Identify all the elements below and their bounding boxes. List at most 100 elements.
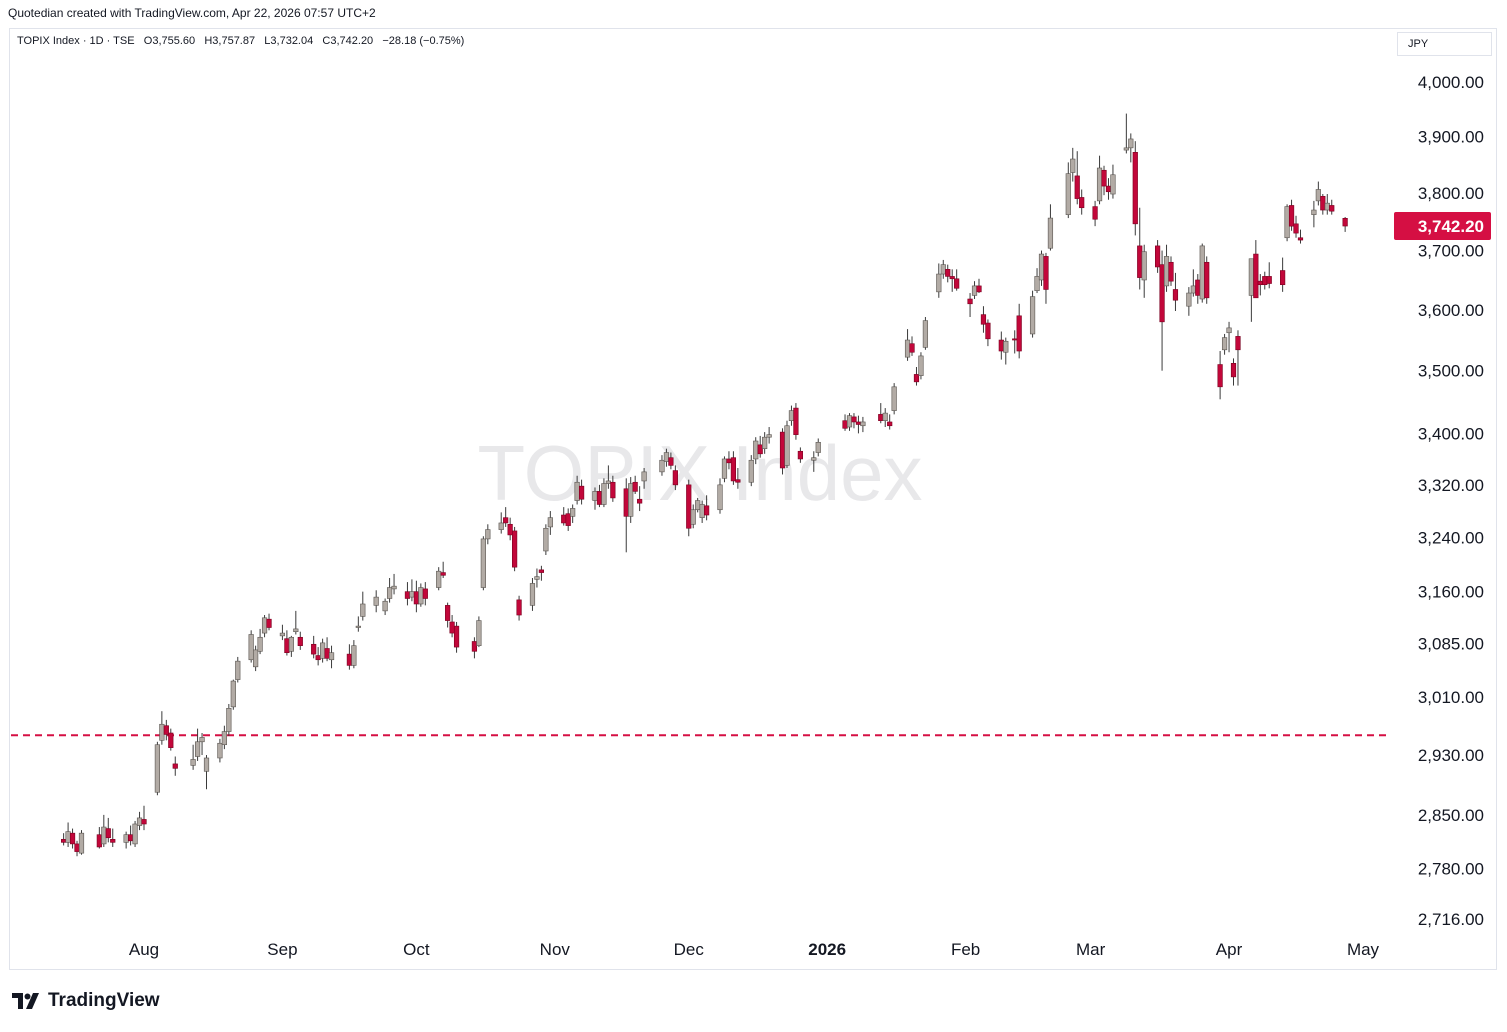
- candle[interactable]: [65, 822, 71, 847]
- candle[interactable]: [1311, 200, 1317, 228]
- candle[interactable]: [159, 711, 165, 745]
- candle[interactable]: [998, 331, 1004, 360]
- candle[interactable]: [1204, 256, 1210, 304]
- candle[interactable]: [136, 811, 143, 831]
- candle[interactable]: [279, 624, 286, 641]
- candle[interactable]: [945, 264, 951, 283]
- candle[interactable]: [132, 820, 138, 847]
- candle[interactable]: [918, 352, 924, 380]
- candle[interactable]: [980, 306, 987, 333]
- candle[interactable]: [1248, 258, 1254, 322]
- candle[interactable]: [949, 269, 955, 292]
- candle[interactable]: [324, 637, 330, 662]
- candle[interactable]: [860, 416, 866, 433]
- candle[interactable]: [985, 319, 991, 347]
- candle[interactable]: [253, 645, 259, 672]
- candle[interactable]: [1101, 165, 1107, 196]
- candle[interactable]: [261, 615, 268, 638]
- candle[interactable]: [538, 565, 545, 581]
- candle[interactable]: [284, 630, 290, 656]
- candle[interactable]: [257, 628, 263, 655]
- candle[interactable]: [628, 477, 634, 523]
- candle[interactable]: [668, 452, 674, 470]
- candle[interactable]: [315, 647, 321, 666]
- currency-selector[interactable]: JPY: [1397, 32, 1492, 56]
- candle[interactable]: [1172, 272, 1179, 311]
- candle[interactable]: [386, 578, 393, 603]
- candle[interactable]: [404, 582, 411, 606]
- candle[interactable]: [1043, 252, 1049, 304]
- candle[interactable]: [110, 828, 116, 847]
- candle[interactable]: [672, 465, 678, 491]
- candle[interactable]: [766, 427, 772, 444]
- candle[interactable]: [74, 840, 80, 857]
- candle[interactable]: [793, 403, 799, 440]
- candle[interactable]: [904, 329, 911, 361]
- candle[interactable]: [507, 517, 513, 541]
- candle[interactable]: [351, 640, 357, 669]
- candle[interactable]: [1003, 337, 1009, 365]
- candle[interactable]: [887, 414, 893, 430]
- candle[interactable]: [172, 756, 178, 776]
- candle[interactable]: [503, 507, 509, 527]
- candle[interactable]: [601, 478, 607, 508]
- candle[interactable]: [529, 578, 536, 611]
- candle[interactable]: [422, 582, 428, 606]
- candle[interactable]: [1012, 330, 1018, 354]
- candle[interactable]: [1132, 141, 1138, 236]
- candle[interactable]: [168, 728, 174, 751]
- candle[interactable]: [721, 456, 728, 483]
- candle[interactable]: [1217, 351, 1223, 400]
- candle[interactable]: [355, 616, 361, 632]
- candle[interactable]: [1105, 178, 1112, 200]
- candle[interactable]: [637, 486, 643, 512]
- candle[interactable]: [346, 644, 352, 670]
- candle[interactable]: [878, 403, 884, 424]
- candle[interactable]: [512, 526, 518, 572]
- candle[interactable]: [476, 616, 482, 648]
- candle[interactable]: [1226, 321, 1232, 353]
- candle[interactable]: [128, 825, 134, 846]
- candle[interactable]: [1038, 250, 1045, 286]
- candle[interactable]: [480, 536, 486, 591]
- candle[interactable]: [811, 451, 817, 472]
- candle[interactable]: [1253, 240, 1259, 299]
- candle[interactable]: [1137, 207, 1143, 290]
- candle[interactable]: [570, 504, 576, 523]
- candle[interactable]: [748, 455, 754, 487]
- candle[interactable]: [762, 432, 768, 454]
- candle[interactable]: [96, 827, 102, 849]
- candle[interactable]: [1230, 358, 1237, 386]
- candle[interactable]: [1163, 244, 1170, 292]
- candle[interactable]: [757, 435, 763, 458]
- candle[interactable]: [1029, 290, 1036, 338]
- candle[interactable]: [565, 508, 571, 531]
- candle[interactable]: [1159, 250, 1165, 371]
- candle[interactable]: [141, 805, 147, 831]
- candle[interactable]: [217, 738, 223, 763]
- candle[interactable]: [123, 831, 129, 849]
- candle[interactable]: [1079, 189, 1085, 215]
- candle[interactable]: [328, 645, 335, 669]
- candle[interactable]: [851, 413, 857, 429]
- candle[interactable]: [717, 478, 723, 514]
- candle[interactable]: [882, 408, 888, 428]
- candle[interactable]: [922, 317, 929, 350]
- candle[interactable]: [976, 278, 982, 294]
- candle[interactable]: [842, 414, 848, 431]
- candle[interactable]: [1199, 243, 1205, 303]
- candle[interactable]: [105, 817, 111, 843]
- candle[interactable]: [1315, 181, 1321, 206]
- candle[interactable]: [163, 719, 169, 741]
- candle[interactable]: [1195, 274, 1201, 304]
- candle[interactable]: [360, 591, 366, 621]
- candle[interactable]: [797, 447, 803, 463]
- candle[interactable]: [735, 467, 741, 489]
- candle[interactable]: [1284, 204, 1290, 242]
- candle[interactable]: [1324, 194, 1330, 215]
- candle[interactable]: [1288, 199, 1295, 231]
- candle[interactable]: [230, 679, 236, 710]
- candle[interactable]: [235, 656, 241, 683]
- candle[interactable]: [936, 263, 942, 298]
